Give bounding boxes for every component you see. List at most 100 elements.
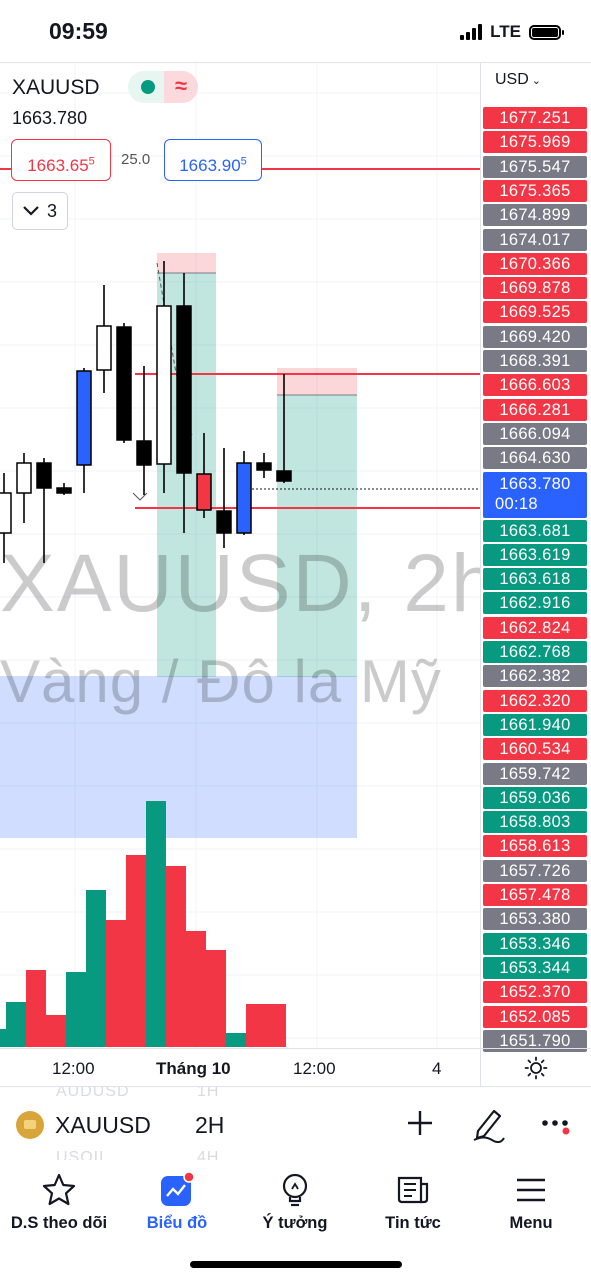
price-tag: 1669.420	[483, 325, 587, 348]
price-tag: 1659.742	[483, 762, 587, 785]
candle-body	[276, 470, 292, 482]
indicators-toggle[interactable]: 3	[12, 192, 68, 230]
candle-body	[236, 462, 252, 534]
nav-menu[interactable]: Menu	[472, 1170, 590, 1233]
symbol-toolbar: AUDUSD 1H USOIL 4H XAUUSD 2H	[0, 1086, 591, 1161]
price-tag: 1674.899	[483, 204, 587, 227]
price-tag: 1666.603	[483, 374, 587, 397]
volume-bar	[186, 931, 206, 1047]
price-tag: 1653.346	[483, 932, 587, 955]
interval-selector[interactable]: 2H	[195, 1112, 225, 1138]
nav-ideas[interactable]: Ý tưởng	[236, 1170, 354, 1233]
nav-watchlist[interactable]: D.S theo dõi	[0, 1170, 118, 1233]
demand-zone-rect	[0, 676, 357, 838]
volume-bar	[226, 1033, 246, 1047]
gold-icon	[16, 1111, 44, 1139]
long-position-2-stop-zone	[277, 368, 357, 395]
price-tag: 1662.382	[483, 665, 587, 688]
price-tag-value: 1663.780	[499, 474, 571, 493]
sell-button[interactable]: 1663.655	[11, 139, 111, 181]
long-position-stop-zone	[157, 253, 216, 273]
price-tag: 1661.940	[483, 713, 587, 736]
time-axis[interactable]: 12:00 Tháng 10 12:00 4	[0, 1048, 480, 1087]
long-position-2-profit-zone	[277, 395, 357, 677]
more-options-button[interactable]	[540, 1109, 574, 1139]
drawing-tools-button[interactable]	[470, 1105, 506, 1144]
buy-button[interactable]: 1663.905	[164, 139, 262, 181]
price-tag: 1670.366	[483, 252, 587, 275]
price-tag: 1657.478	[483, 884, 587, 906]
ghost-symbol: AUDUSD	[56, 1086, 130, 1100]
nav-news[interactable]: Tin tức	[354, 1170, 472, 1233]
price-tag: 1658.613	[483, 835, 587, 858]
chart-canvas[interactable]: XAUUSD, 2h Vàng / Đô la Mỹ	[0, 62, 480, 1049]
price-tag: 1669.878	[483, 277, 587, 300]
battery-icon	[529, 24, 564, 40]
nav-chart[interactable]: Biểu đồ	[118, 1170, 236, 1233]
candle-body	[96, 325, 112, 371]
price-tag: 1663.619	[483, 543, 587, 566]
price-tag: 1663.681	[483, 519, 587, 542]
price-tag: 1662.916	[483, 592, 587, 615]
chart-icon	[161, 1171, 195, 1206]
approx-icon: ≈	[164, 71, 198, 103]
symbol-selector[interactable]: XAUUSD	[55, 1112, 151, 1138]
price-tag: 1675.365	[483, 179, 587, 202]
volume-bar	[66, 972, 86, 1047]
drawing-hook	[132, 492, 148, 501]
candle-body	[156, 305, 172, 465]
price-tag: 1669.525	[483, 301, 587, 324]
currency-label: USD	[495, 71, 529, 88]
candle-body	[196, 473, 212, 511]
volume-bar	[246, 1004, 266, 1047]
symbol-name[interactable]: XAUUSD	[12, 76, 100, 99]
watermark-description: Vàng / Đô la Mỹ	[0, 648, 442, 715]
volume-bar	[146, 801, 166, 1047]
candle-body	[116, 326, 132, 441]
nav-label: Tin tức	[385, 1214, 441, 1232]
candle-body	[0, 492, 12, 534]
time-label: 4	[432, 1059, 442, 1078]
add-button[interactable]	[404, 1107, 436, 1141]
price-tag: 1675.547	[483, 155, 587, 178]
volume-bar	[106, 920, 126, 1047]
price-tag: 1663.618	[483, 568, 587, 591]
price-tag: 1658.803	[483, 811, 587, 834]
last-price: 1663.780	[12, 108, 88, 128]
price-tag: 1662.824	[483, 616, 587, 639]
price-tag: 1674.017	[483, 228, 587, 251]
price-tag: 1652.370	[483, 981, 587, 1004]
indicators-count: 3	[46, 200, 57, 221]
volume-bar	[166, 866, 186, 1047]
price-tag: 1651.790	[483, 1029, 587, 1052]
time-label: 12:00	[52, 1059, 95, 1078]
price-tag: 1657.726	[483, 859, 587, 882]
price-tag: 1668.391	[483, 350, 587, 372]
news-icon	[397, 1176, 429, 1204]
price-tag: 1677.251	[483, 107, 587, 129]
volume-bar	[46, 1015, 66, 1047]
candle-body	[36, 462, 52, 489]
market-status-pill[interactable]: ≈	[128, 71, 198, 103]
price-tag: 1663.780 00:18	[483, 471, 587, 518]
bar-countdown: 00:18	[495, 494, 538, 513]
currency-select[interactable]: USD ⌄	[495, 71, 541, 89]
volume-bar	[6, 1002, 26, 1047]
chart-settings-button[interactable]	[480, 1048, 591, 1087]
price-scale[interactable]: USD ⌄ 1677.251 1675.969 1675.547 1675.365 167…	[480, 62, 591, 1052]
ghost-interval: 4H	[197, 1149, 220, 1161]
price-tag: 1652.085	[483, 1005, 587, 1028]
signal-icon	[460, 24, 483, 40]
pen-icon	[473, 1109, 505, 1144]
menu-icon	[517, 1178, 545, 1202]
home-indicator	[190, 1261, 402, 1268]
volume-bar	[86, 890, 106, 1047]
star-icon	[42, 1173, 76, 1206]
sun-settings-icon	[524, 1056, 548, 1080]
bottom-navigation: D.S theo dõi Biểu đồ Ý tưởng Tin tức Men…	[0, 1160, 591, 1280]
nav-label: D.S theo dõi	[10, 1214, 108, 1232]
candle-body	[16, 462, 32, 494]
nav-label: Ý tưởng	[262, 1214, 328, 1232]
price-tag: 1659.036	[483, 786, 587, 809]
time-label: Tháng 10	[156, 1059, 231, 1078]
